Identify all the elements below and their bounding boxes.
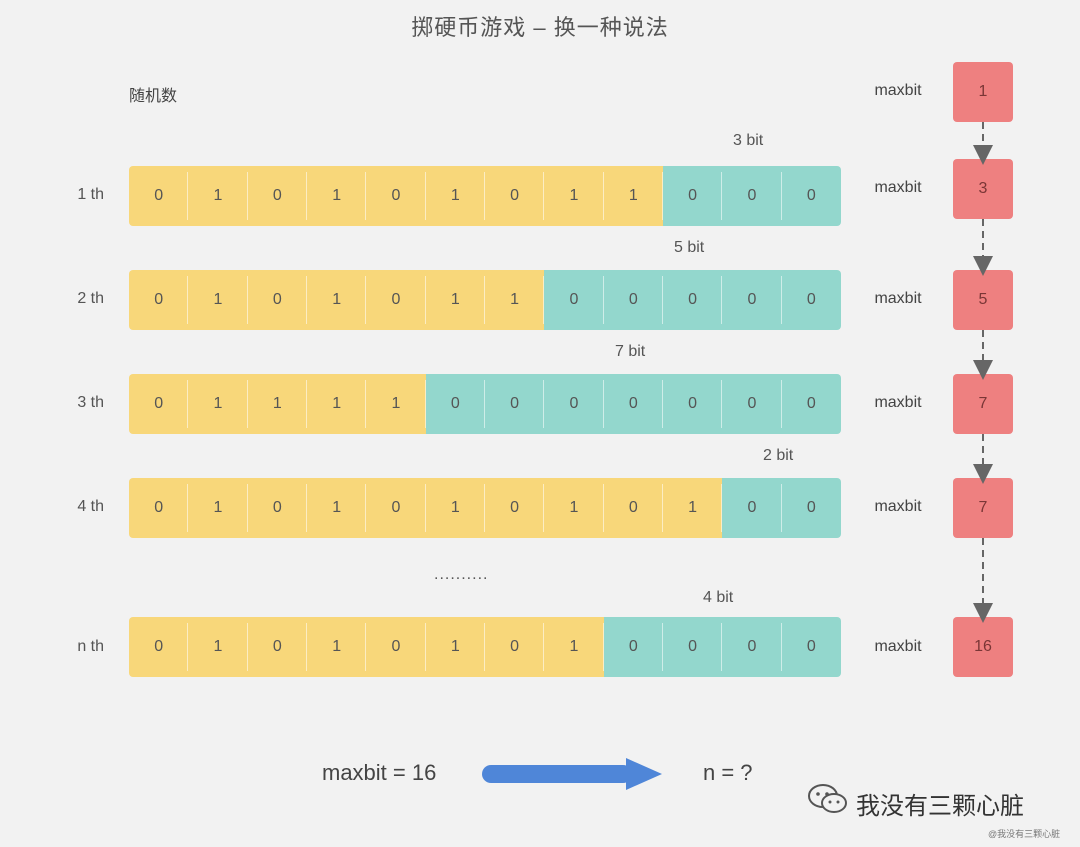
bit-cell: 1	[425, 478, 486, 538]
bit-cell: 0	[781, 374, 841, 434]
bit-cell: 0	[722, 617, 782, 677]
bit-cell: 1	[425, 166, 486, 226]
bit-cell: 0	[603, 617, 664, 677]
bit-cell: 1	[188, 166, 248, 226]
bit-cell: 0	[662, 270, 723, 330]
bit-cell: 0	[781, 617, 841, 677]
bit-cell: 0	[129, 166, 189, 226]
bit-cell: 1	[366, 374, 426, 434]
bit-cell: 1	[484, 270, 545, 330]
watermark-text: 我没有三颗心脏	[856, 793, 1024, 820]
bit-cell: 0	[366, 166, 426, 226]
bit-cell: 0	[722, 270, 782, 330]
bit-cell: 0	[129, 270, 189, 330]
bit-cell: 0	[722, 478, 782, 538]
bit-cell: 0	[781, 478, 841, 538]
bit-cell: 0	[781, 166, 841, 226]
bit-cell: 1	[544, 478, 604, 538]
bit-cell: 0	[366, 617, 426, 677]
bit-cell: 0	[366, 478, 426, 538]
row-label-4: 4 th	[77, 498, 104, 515]
bit-cell: 0	[781, 270, 841, 330]
maxbit-box-initial: 1	[953, 62, 1013, 122]
bit-cell: 0	[129, 478, 189, 538]
bit-cell: 1	[247, 374, 308, 434]
bit-count-label-1: 3 bit	[733, 132, 764, 149]
maxbit-box-4: 7	[953, 478, 1013, 538]
maxbit-equation: maxbit = 16	[322, 760, 437, 785]
maxbit-box-n: 16	[953, 617, 1013, 677]
maxbit-box-1: 3	[953, 159, 1013, 219]
bit-count-label-4: 2 bit	[763, 447, 794, 464]
watermark-small: @我没有三颗心脏	[988, 829, 1061, 839]
ellipsis: ..........	[434, 566, 489, 583]
bit-cell: 0	[484, 617, 545, 677]
bit-cell: 1	[603, 166, 664, 226]
bit-cell: 0	[366, 270, 426, 330]
bit-count-label-n: 4 bit	[703, 589, 734, 606]
bit-cell: 0	[484, 478, 545, 538]
bit-cell: 1	[425, 270, 486, 330]
maxbit-label-2: maxbit	[874, 290, 922, 307]
bit-cell: 0	[247, 617, 308, 677]
maxbit-box-3: 7	[953, 374, 1013, 434]
bit-cell: 0	[247, 478, 308, 538]
bit-cell: 1	[188, 478, 248, 538]
n-question: n = ?	[703, 760, 753, 785]
bit-cell: 0	[544, 270, 604, 330]
maxbit-label-3: maxbit	[874, 394, 922, 411]
bit-cell: 0	[662, 166, 723, 226]
random-number-label: 随机数	[129, 88, 178, 105]
bit-cell: 1	[306, 166, 367, 226]
bit-cell: 0	[247, 166, 308, 226]
bit-cell: 1	[306, 374, 367, 434]
bit-cell: 0	[603, 478, 664, 538]
bit-cell: 1	[306, 270, 367, 330]
maxbit-box-2: 5	[953, 270, 1013, 330]
bit-cell: 1	[662, 478, 723, 538]
bit-cell: 1	[188, 270, 248, 330]
row-label-n: n th	[77, 638, 104, 655]
bit-cell: 0	[662, 374, 723, 434]
maxbit-label-1: maxbit	[874, 179, 922, 196]
bit-cell: 0	[603, 270, 664, 330]
bit-cell: 1	[425, 617, 486, 677]
bit-cell: 0	[662, 617, 723, 677]
bit-cell: 1	[188, 617, 248, 677]
bit-cell: 1	[188, 374, 248, 434]
bit-cell: 0	[722, 166, 782, 226]
bit-count-label-2: 5 bit	[674, 239, 705, 256]
bit-cell: 1	[306, 478, 367, 538]
right-arrow-icon	[482, 758, 662, 790]
bit-cell: 0	[425, 374, 486, 434]
bit-cell: 0	[544, 374, 604, 434]
bit-cell: 0	[722, 374, 782, 434]
row-label-3: 3 th	[77, 394, 104, 411]
row-label-2: 2 th	[77, 290, 104, 307]
bit-cell: 0	[247, 270, 308, 330]
bit-cell: 0	[484, 166, 545, 226]
maxbit-label-4: maxbit	[874, 498, 922, 515]
bit-cell: 1	[544, 166, 604, 226]
bit-cell: 1	[544, 617, 604, 677]
wechat-icon	[808, 784, 847, 813]
row-label-1: 1 th	[77, 186, 104, 203]
bit-cell: 0	[129, 374, 189, 434]
maxbit-label-n: maxbit	[874, 638, 922, 655]
bit-cell: 0	[129, 617, 189, 677]
bit-cell: 0	[484, 374, 545, 434]
bit-count-label-3: 7 bit	[615, 343, 646, 360]
maxbit-label-initial: maxbit	[874, 82, 922, 99]
diagram-title: 掷硬币游戏 – 换一种说法	[411, 15, 669, 40]
bit-cell: 1	[306, 617, 367, 677]
bit-cell: 0	[603, 374, 664, 434]
